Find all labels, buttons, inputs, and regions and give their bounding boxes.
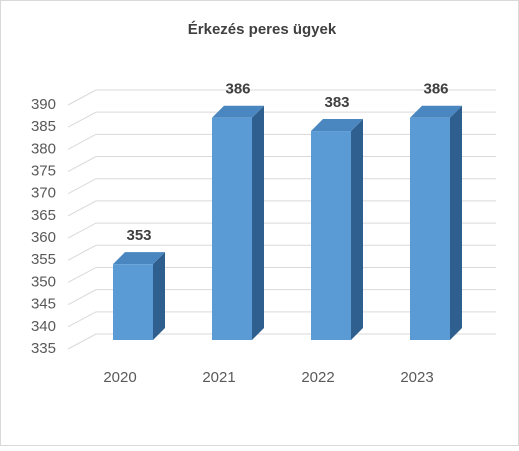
data-label: 386 (225, 81, 250, 98)
grid-line (67, 333, 496, 350)
y-tick-label: 355 (31, 251, 56, 268)
y-tick-label: 360 (31, 229, 56, 246)
y-tick-label: 390 (31, 96, 56, 113)
x-tick-label: 2022 (301, 369, 334, 386)
bar-side (153, 252, 165, 340)
data-label: 383 (324, 94, 349, 111)
y-tick-label: 385 (31, 118, 56, 135)
y-tick-label: 370 (31, 185, 56, 202)
chart-title: Érkezés peres ügyek (188, 21, 337, 38)
bar (311, 131, 351, 340)
data-label: 353 (126, 227, 151, 244)
data-label: 386 (423, 81, 448, 98)
y-tick-label: 375 (31, 163, 56, 180)
bar (113, 264, 153, 340)
y-tick-label: 350 (31, 273, 56, 290)
bar (212, 117, 252, 340)
y-tick-label: 335 (31, 340, 56, 357)
y-tick-label: 340 (31, 318, 56, 335)
bar (410, 117, 450, 340)
x-tick-label: 2021 (202, 369, 235, 386)
bar-side (351, 119, 363, 341)
y-tick-label: 380 (31, 140, 56, 157)
bar-top (311, 119, 363, 132)
bar-top (410, 105, 462, 118)
bar-side (450, 105, 462, 340)
bar-top (113, 252, 165, 265)
y-tick-label: 345 (31, 296, 56, 313)
bar-top (212, 105, 264, 118)
x-tick-label: 2023 (400, 369, 433, 386)
grid-line (67, 89, 496, 106)
bar-side (252, 105, 264, 340)
grid-line (67, 111, 496, 128)
x-tick-label: 2020 (103, 369, 136, 386)
y-tick-label: 365 (31, 207, 56, 224)
